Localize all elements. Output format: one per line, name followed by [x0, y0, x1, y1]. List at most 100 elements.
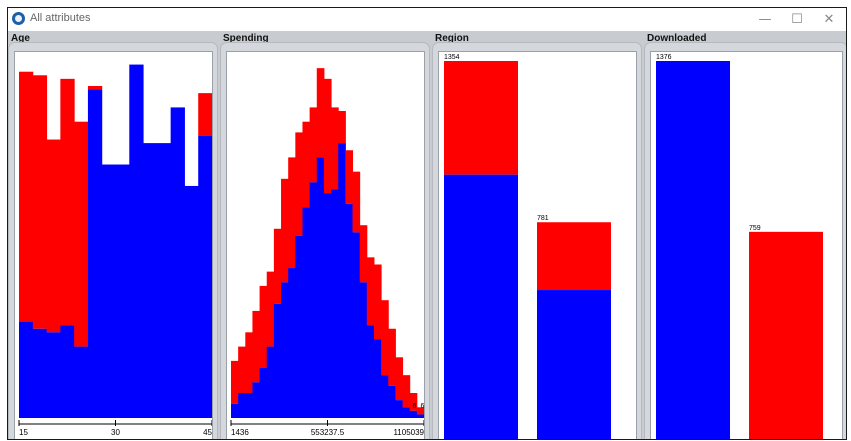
- bar-segment-blue: [60, 325, 75, 418]
- bar-segment-red: [273, 228, 282, 304]
- x-tick-label: 15: [19, 428, 28, 437]
- panel-label-age: Age: [11, 33, 30, 44]
- bar-segment-blue: [74, 346, 89, 418]
- bar-segment-blue: [338, 143, 346, 419]
- panel-frame-region: 1354 781: [432, 42, 642, 439]
- x-tick-label: 1105039: [393, 428, 424, 437]
- bar-segment-blue: [46, 332, 61, 418]
- bar-segment-blue: [409, 410, 418, 418]
- data-label: 6: [412, 403, 416, 410]
- bar-segment-red: [409, 393, 418, 411]
- bar-segment-red: [302, 121, 311, 208]
- panel-frame-downloaded: 1376 759: [644, 42, 846, 439]
- bar-segment-red: [316, 68, 325, 158]
- bar-segment-red: [46, 139, 61, 333]
- x-tick-label: 1436: [231, 428, 249, 437]
- minimize-button[interactable]: —: [758, 11, 772, 27]
- bar-segment-blue: [345, 203, 354, 418]
- data-label: 781: [537, 215, 549, 222]
- bar-segment-red: [352, 171, 361, 233]
- bar-segment-blue: [231, 403, 239, 418]
- data-label: 6: [420, 403, 424, 410]
- panel-region: Region 1354 781: [432, 31, 644, 439]
- app-icon: [12, 12, 25, 25]
- bar-segment-blue: [444, 174, 518, 439]
- data-label: 759: [749, 225, 761, 232]
- bar-segment-blue: [245, 393, 253, 418]
- x-tick-label: 45: [203, 428, 212, 437]
- bar-segment-blue: [366, 325, 375, 418]
- bar-segment-red: [388, 328, 396, 386]
- data-label: 1376: [656, 54, 672, 61]
- bar-segment-blue: [373, 339, 382, 418]
- title-bar[interactable]: All attributes — ☐ ✕: [8, 8, 846, 31]
- bar-segment-blue: [323, 193, 332, 418]
- bar-segment-red: [359, 225, 368, 283]
- window-title: All attributes: [30, 12, 91, 24]
- bar-red: [749, 231, 823, 439]
- bar-segment-blue: [316, 157, 325, 418]
- bar-segment-blue: [388, 385, 396, 418]
- bar-segment-blue: [416, 414, 424, 418]
- bar-segment-blue: [352, 232, 361, 418]
- bar-segment-red: [295, 132, 303, 236]
- x-tick-label: 553237.5: [311, 428, 345, 437]
- bar-segment-blue: [395, 400, 404, 418]
- bar-segment-red: [60, 78, 75, 326]
- chart-spending: 1436 553237.5 1105039 6 6: [226, 51, 425, 439]
- charts-area: Age 15 30 45 Spending 1436 553237.5 1105039 6…: [8, 31, 846, 439]
- region-bar-chart: 1354 781: [444, 54, 611, 439]
- bar-segment-red: [288, 157, 296, 269]
- age-histogram: 15 30 45: [18, 64, 212, 437]
- bar-segment-red: [281, 178, 289, 283]
- chart-region: 1354 781: [438, 51, 637, 439]
- chart-age: 15 30 45: [14, 51, 213, 439]
- bar-segment-red: [19, 71, 34, 322]
- bar-segment-red: [373, 264, 382, 340]
- chart-downloaded: 1376 759: [650, 51, 843, 439]
- bar-segment-red: [198, 93, 212, 136]
- bar-segment-blue: [288, 268, 296, 418]
- bar-segment-blue: [537, 290, 611, 439]
- bar-segment-blue: [238, 393, 246, 418]
- panel-downloaded: Downloaded 1376 759: [644, 31, 846, 439]
- panel-frame-age: 15 30 45: [8, 42, 218, 439]
- bar-segment-blue: [170, 107, 185, 418]
- panel-label-downloaded: Downloaded: [647, 33, 707, 44]
- panel-age: Age 15 30 45: [8, 31, 220, 439]
- bar-segment-blue: [266, 346, 275, 418]
- bar-segment-blue: [129, 64, 144, 418]
- bar-segment-red: [366, 257, 375, 326]
- bar-segment-red: [323, 78, 332, 194]
- bar-segment-blue: [32, 328, 48, 418]
- panel-frame-spending: 1436 553237.5 1105039 6 6: [220, 42, 430, 439]
- bar-segment-red: [395, 357, 404, 401]
- bar-segment-blue: [87, 89, 103, 418]
- bar-segment-red: [345, 150, 354, 204]
- bar-segment-red: [245, 332, 253, 394]
- bar-segment-blue: [359, 282, 368, 418]
- bar-segment-red: [381, 300, 389, 376]
- bar-segment-red: [259, 285, 268, 369]
- bar-segment-blue: [101, 164, 116, 418]
- panel-label-region: Region: [435, 33, 469, 44]
- bar-segment-blue: [184, 185, 199, 418]
- bar-segment-blue: [295, 235, 303, 418]
- maximize-button[interactable]: ☐: [791, 11, 803, 27]
- bar-segment-blue: [198, 135, 212, 418]
- bar-segment-blue: [156, 143, 172, 419]
- panel-spending: Spending 1436 553237.5 1105039 6 6: [220, 31, 432, 439]
- downloaded-bar-chart: 1376 759: [656, 54, 823, 439]
- bar-segment-red: [32, 75, 48, 329]
- close-button[interactable]: ✕: [823, 11, 835, 27]
- panel-label-spending: Spending: [223, 33, 269, 44]
- bar-segment-red: [87, 85, 103, 90]
- spending-histogram: 1436 553237.5 1105039 6 6: [230, 68, 424, 437]
- bar-segment-red: [238, 346, 246, 394]
- bar-segment-red: [252, 310, 261, 383]
- bar-segment-blue: [402, 407, 411, 418]
- bar-segment-red: [338, 110, 346, 144]
- bar-segment-red: [402, 375, 411, 408]
- bar-segment-blue: [259, 368, 268, 418]
- bar-segment-blue: [331, 189, 339, 418]
